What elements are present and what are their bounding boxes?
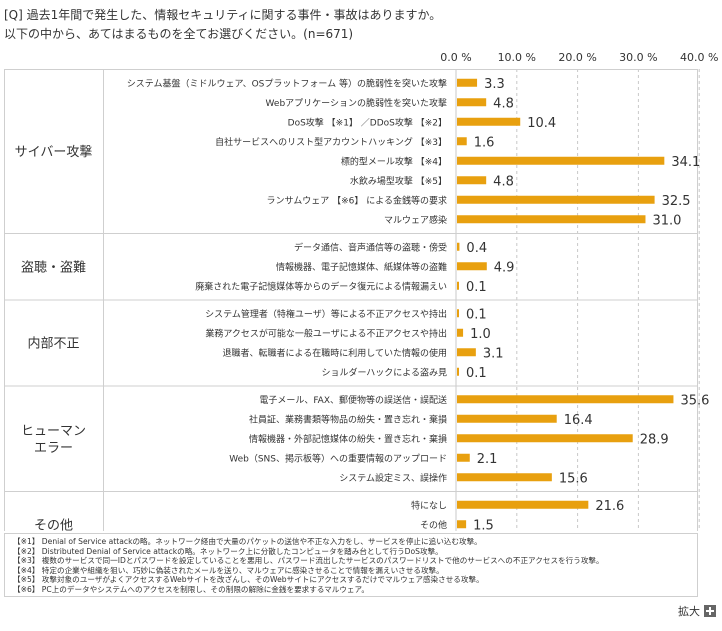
group-label: エラー xyxy=(34,441,73,456)
tick-label: 0.0 % xyxy=(440,51,471,64)
item-label: 廃棄された電子記憶媒体等からのデータ復元による情報漏えい xyxy=(195,280,447,292)
item-label: 退職者、転職者による在職時に利用していた情報の使用 xyxy=(223,347,447,359)
bar xyxy=(457,156,665,165)
item-label: 業務アクセスが可能な一般ユーザによる不正アクセスや持出 xyxy=(205,327,447,339)
question-line-1: [Q] 過去1年間で発生した、情報セキュリティに関する事件・事故はありますか。 xyxy=(4,8,442,22)
footnote: 【※1】 Denial of Service attackの略。ネットワーク経由… xyxy=(13,537,482,546)
data-label: 0.4 xyxy=(466,241,487,256)
item-label: 社員証、業務書類等物品の紛失・置き忘れ・棄損 xyxy=(249,413,447,425)
data-label: 31.0 xyxy=(652,213,681,228)
tick-label: 40.0 % xyxy=(680,51,718,64)
footnote: 【※2】 Distributed Denial of Service attac… xyxy=(13,546,443,556)
data-label: 34.1 xyxy=(671,155,700,170)
zoom-label: 拡大 xyxy=(678,605,700,618)
item-label: データ通信、音声通信等の盗聴・傍受 xyxy=(294,241,447,253)
data-label: 21.6 xyxy=(595,499,624,514)
bar xyxy=(457,215,646,224)
bar xyxy=(457,195,655,204)
item-label: システム設定ミス、誤操作 xyxy=(339,472,447,484)
data-label: 1.6 xyxy=(474,135,495,150)
zoom-button[interactable]: 拡大 xyxy=(678,603,716,619)
bar-chart: 0.0 % 10.0 % 20.0 % 30.0 % 40.0 % サイバー攻撃 システム基… xyxy=(4,51,718,531)
group-label: ヒューマン xyxy=(21,424,86,439)
footnote: 【※5】 攻撃対象のユーザがよくアクセスするWebサイトを改ざんし、そのWebサ… xyxy=(13,575,484,585)
plus-icon xyxy=(704,605,716,617)
data-label: 15.6 xyxy=(559,471,588,486)
data-label: 2.1 xyxy=(477,452,498,467)
bar xyxy=(457,520,467,529)
item-label: システム基盤（ミドルウェア、OSプラットフォーム 等）の脆弱性を突いた攻撃 xyxy=(127,77,447,89)
chart-frame xyxy=(4,69,698,531)
data-label: 3.1 xyxy=(483,346,504,361)
bar xyxy=(457,434,633,443)
data-label: 32.5 xyxy=(662,194,691,209)
bar xyxy=(457,414,557,423)
item-label: 特になし xyxy=(411,499,447,511)
bar xyxy=(457,137,467,146)
data-label: 1.5 xyxy=(473,518,494,531)
item-label: DoS攻撃 【※1】 ／DDoS攻撃 【※2】 xyxy=(288,116,447,128)
item-label: 標的型メール攻撃 【※4】 xyxy=(341,155,447,167)
item-label: マルウェア感染 xyxy=(384,214,447,226)
bar xyxy=(457,367,459,376)
data-label: 3.3 xyxy=(484,77,505,92)
bar xyxy=(457,473,552,482)
bar xyxy=(457,348,476,357)
footnotes: 【※1】 Denial of Service attackの略。ネットワーク経由… xyxy=(4,533,698,597)
question-line-2: 以下の中から、あてはまるものを全てお選びください。(n=671) xyxy=(4,27,354,41)
data-label: 4.8 xyxy=(493,96,514,111)
bar xyxy=(457,281,459,290)
data-label: 4.8 xyxy=(493,174,514,189)
bar xyxy=(457,328,464,337)
bar xyxy=(457,78,478,87)
tick-label: 20.0 % xyxy=(558,51,596,64)
footnote: 【※4】 特定の企業や組織を狙い、巧妙に偽装されたメールを送り、マルウェアに感染… xyxy=(13,565,444,575)
group-label: サイバー攻撃 xyxy=(15,144,93,160)
tick-label: 10.0 % xyxy=(498,51,536,64)
footnote: 【※6】 PC上のデータやシステムへのアクセスを制限し、その制限の解除に金銭を要… xyxy=(13,584,369,594)
bar xyxy=(457,176,487,185)
data-label: 35.6 xyxy=(680,393,709,408)
bar xyxy=(457,395,674,404)
item-label: Web（SNS、掲示板等）への重要情報のアップロード xyxy=(229,452,447,464)
bar xyxy=(457,500,589,509)
group-label: 盗聴・盗難 xyxy=(21,259,86,275)
data-label: 28.9 xyxy=(640,432,669,447)
data-label: 4.9 xyxy=(494,260,515,275)
item-label: 自社サービスへのリスト型アカウントハッキング 【※3】 xyxy=(215,136,447,148)
bar xyxy=(457,262,487,271)
footnote: 【※3】 複数のサービスで同一IDとパスワードを設定していることを悪用し、パスワ… xyxy=(13,556,604,566)
data-label: 1.0 xyxy=(470,327,491,342)
data-label: 10.4 xyxy=(527,116,556,131)
data-label: 0.1 xyxy=(466,307,487,322)
item-label: Webアプリケーションの脆弱性を突いた攻撃 xyxy=(266,97,447,109)
bar xyxy=(457,98,487,107)
bar xyxy=(457,309,459,318)
item-label: 情報機器、電子記憶媒体、紙媒体等の盗難 xyxy=(276,261,447,273)
item-label: 水飲み場型攻撃 【※5】 xyxy=(350,175,447,187)
bar xyxy=(457,453,470,462)
data-label: 16.4 xyxy=(564,413,593,428)
bar xyxy=(457,242,460,251)
data-label: 0.1 xyxy=(466,280,487,295)
data-label: 0.1 xyxy=(466,366,487,381)
item-label: その他 xyxy=(420,519,447,531)
group-label: 内部不正 xyxy=(27,336,79,352)
question-text: [Q] 過去1年間で発生した、情報セキュリティに関する事件・事故はありますか。 … xyxy=(4,6,441,44)
item-label: ランサムウェア 【※6】 による金銭等の要求 xyxy=(266,194,447,206)
group-label: その他 xyxy=(34,518,73,531)
item-label: システム管理者（特権ユーザ）等による不正アクセスや持出 xyxy=(205,308,447,320)
item-label: 電子メール、FAX、郵便物等の誤送信・誤配送 xyxy=(259,394,447,406)
item-label: 情報機器・外部記憶媒体の紛失・置き忘れ・棄損 xyxy=(249,433,447,445)
bar xyxy=(457,117,521,126)
tick-label: 30.0 % xyxy=(619,51,657,64)
item-label: ショルダーハックによる盗み見 xyxy=(321,366,447,378)
